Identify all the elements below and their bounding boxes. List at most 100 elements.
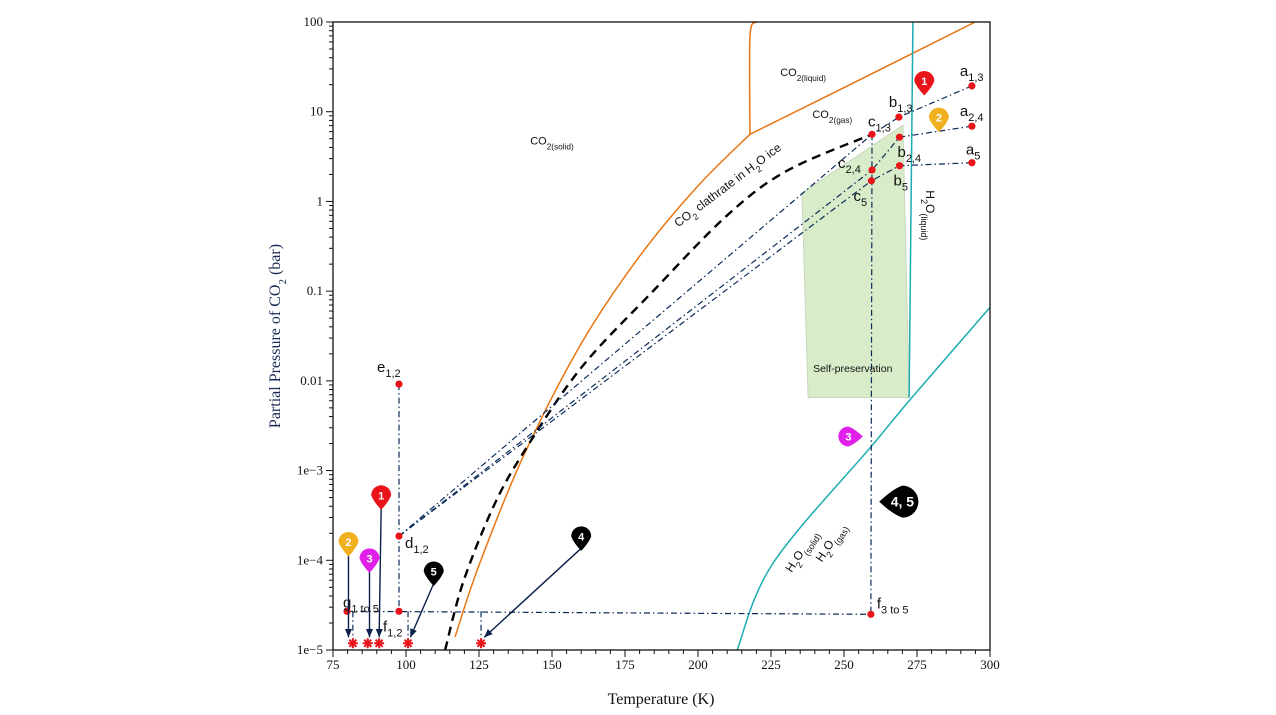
map-pin-icon [571,526,592,551]
point-label-sub: 2,4 [968,112,983,124]
y-axis-title: Partial Pressure of CO2 (bar) [267,244,289,428]
map-pin-icon [879,485,919,518]
data-point [867,610,875,618]
point-label-main: e [377,359,385,376]
point-label-sub: 1,2 [413,544,428,556]
point-label: f1,2 [383,618,402,639]
curve-co2-liquid-gas [749,22,976,135]
x-tick-label: 200 [688,657,708,672]
point-label-sub: 1,2 [385,368,400,380]
y-tick-label: 0.01 [300,373,323,388]
point-label: d1,2 [405,535,429,556]
path-line [398,180,872,537]
y-tick-label: 1 [317,193,324,208]
map-pin-icon [423,561,444,586]
region-label-sub2: (gas) [832,525,852,548]
point-label: g1 to 5 [343,594,379,615]
point-label-sub: 1,3 [897,103,912,115]
star-stroke [363,638,372,648]
pin-label: 4, 5 [891,494,915,510]
pins-layer: 1 2 1 2 3 5 4 3 4, 5 [338,70,949,638]
point-label-sub: 1,3 [968,72,983,84]
point-label: c5 [853,188,867,209]
point-label-main: g [343,594,351,611]
x-tick-label: 125 [469,657,489,672]
pin-shape [338,531,359,557]
x-tick-label: 75 [327,657,340,672]
y-tick-label: 0.1 [307,283,323,298]
pin-shape [928,107,949,133]
region-label-main: CO [530,136,547,148]
arrowhead-icon [344,629,352,638]
x-tick-label: 275 [907,657,927,672]
data-point [395,607,403,615]
star-stroke [374,638,384,648]
y-axis-title-sub: 2 [277,279,289,285]
pin-arrow-line [378,507,382,638]
data-point [968,122,976,130]
phase-boundaries-layer [443,22,990,650]
x-tick-label: 225 [761,657,781,672]
region-label-sub2: (liquid) [919,213,929,240]
data-point [968,82,976,90]
point-label-main: b [889,94,897,111]
y-axis-title-tail: (bar) [267,244,284,279]
region-label: Self-preservation [813,363,893,375]
pin-label: 1 [378,490,384,502]
pin-arrow-line [409,583,435,638]
data-point [868,130,876,138]
pin-arrow-line [483,547,582,638]
point-label-sub: 1,3 [876,122,891,134]
curve-h2o-solid-gas [736,306,990,650]
point-label: b1,3 [889,94,913,115]
point-label: a2,4 [960,103,984,124]
point-label: f3 to 5 [877,595,909,616]
region-label-tail: clathrate in H [690,160,758,216]
arrowhead-icon [410,628,417,638]
region-label-sub: 2(liquid) [797,74,827,83]
point-label-main: f [383,618,388,635]
region-label-tail2: O ice [753,140,784,168]
data-point [867,177,876,185]
point-label: b5 [893,173,907,194]
y-tick-label: 1e−5 [297,642,323,657]
x-axis-title: Temperature (K) [608,691,715,708]
point-label-main: b [897,144,905,161]
pin-shape [879,485,919,518]
pin-shape [571,526,592,551]
path-line [870,134,873,615]
point-label-main: c [838,155,846,172]
region-label-sub: 2 [691,211,701,222]
point-label-sub: 3 to 5 [881,604,909,616]
region-label-tail: O [923,204,937,213]
pin-shape [371,485,392,510]
region-label-sub: 2 [824,550,835,560]
y-tick-label: 100 [304,14,324,29]
curve-co2-clathrate [443,133,873,650]
x-tick-label: 300 [980,657,1000,672]
point-label-main: b [893,173,901,190]
region-label-main: H [923,190,937,199]
pin-label: 2 [345,537,351,549]
region-label: H2O(liquid) [919,190,937,240]
region-label: CO2(solid) [530,136,574,152]
arrowhead-icon [375,628,383,638]
region-label-sub: 2(gas) [829,116,853,125]
pin-label: 3 [366,553,372,565]
point-label-main: a [960,63,969,80]
data-point [895,162,904,170]
point-label-main: c [868,113,876,130]
point-label-sub: 1,2 [387,627,402,639]
plot-frame [332,21,991,651]
arrowhead-icon [484,629,493,638]
data-point [895,133,904,141]
arrowhead-icon [365,629,374,638]
region-label-sub2: 2 [754,164,764,175]
y-tick-label: 1e−3 [297,463,323,478]
point-label: e1,2 [377,359,401,380]
data-point [395,380,403,388]
x-tick-label: 250 [834,657,854,672]
curve-h2o-solid-liquid [908,22,914,398]
x-tick-label: 150 [542,657,562,672]
